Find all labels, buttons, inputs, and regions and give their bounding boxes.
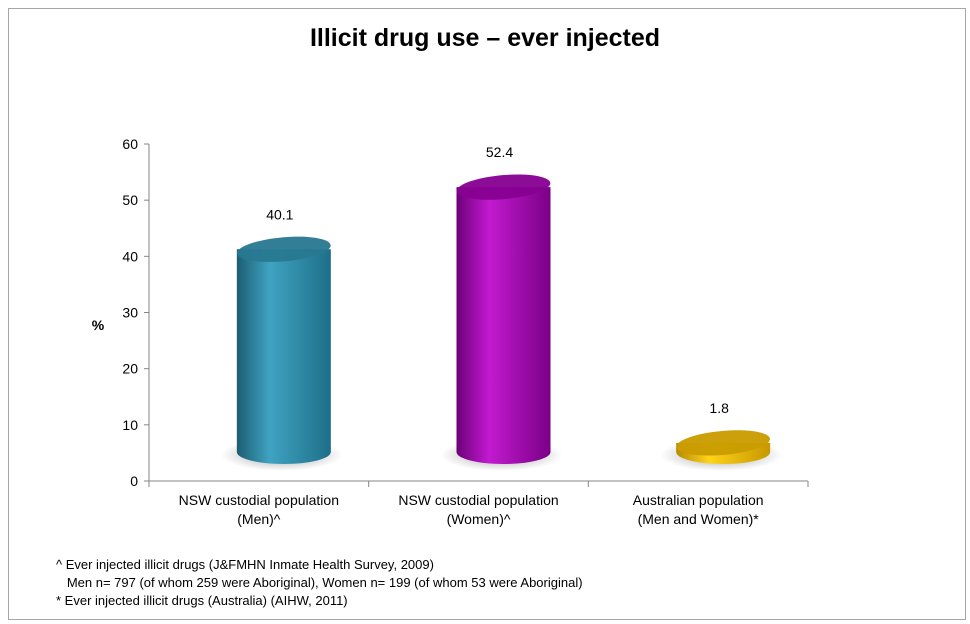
bar <box>660 430 783 471</box>
data-label: 52.4 <box>486 144 513 160</box>
chart-title: Illicit drug use – ever injected <box>309 24 661 52</box>
y-tick-label: 30 <box>122 305 138 321</box>
bar-top-shade <box>237 236 331 262</box>
footnote-2: Men n= 797 (of whom 259 were Aboriginal)… <box>56 575 583 590</box>
bar <box>220 236 343 471</box>
y-tick-label: 10 <box>122 417 138 433</box>
x-tick-label: NSW custodial population <box>179 492 339 508</box>
footnotes: ^ Ever injected illicit drugs (J&FMHN In… <box>56 556 583 610</box>
y-tick-label: 0 <box>130 473 138 489</box>
bar-top <box>237 236 331 262</box>
x-tick-label: NSW custodial population <box>398 492 558 508</box>
x-tick-label: (Women)^ <box>447 511 511 527</box>
x-tick-label: (Men and Women)* <box>638 511 760 527</box>
x-tick-label: (Men)^ <box>237 511 281 527</box>
data-label: 40.1 <box>266 206 293 222</box>
data-label: 1.8 <box>709 400 729 416</box>
bar <box>440 174 563 471</box>
y-tick-label: 40 <box>122 248 138 264</box>
labels: 40.1 NSW custodial population (Men)^ 52.4 NS… <box>179 144 764 527</box>
bars <box>220 174 783 471</box>
bar-top-shade <box>456 174 551 200</box>
x-tick-label: Australian population <box>633 492 764 508</box>
bar-top <box>456 174 551 200</box>
bar-body <box>236 249 331 464</box>
y-axis-label: % <box>92 317 105 333</box>
footnote-3: * Ever injected illicit drugs (Australia… <box>56 593 348 608</box>
bar-body <box>456 187 551 465</box>
y-tick-label: 50 <box>122 192 138 208</box>
footnote-1: ^ Ever injected illicit drugs (J&FMHN In… <box>56 557 434 572</box>
y-tick-label: 20 <box>122 361 138 377</box>
axes: 0 10 20 30 40 50 60% <box>92 136 809 489</box>
bar-top-shade <box>676 430 770 456</box>
bar-top <box>676 430 770 456</box>
y-tick-label: 60 <box>122 136 138 152</box>
